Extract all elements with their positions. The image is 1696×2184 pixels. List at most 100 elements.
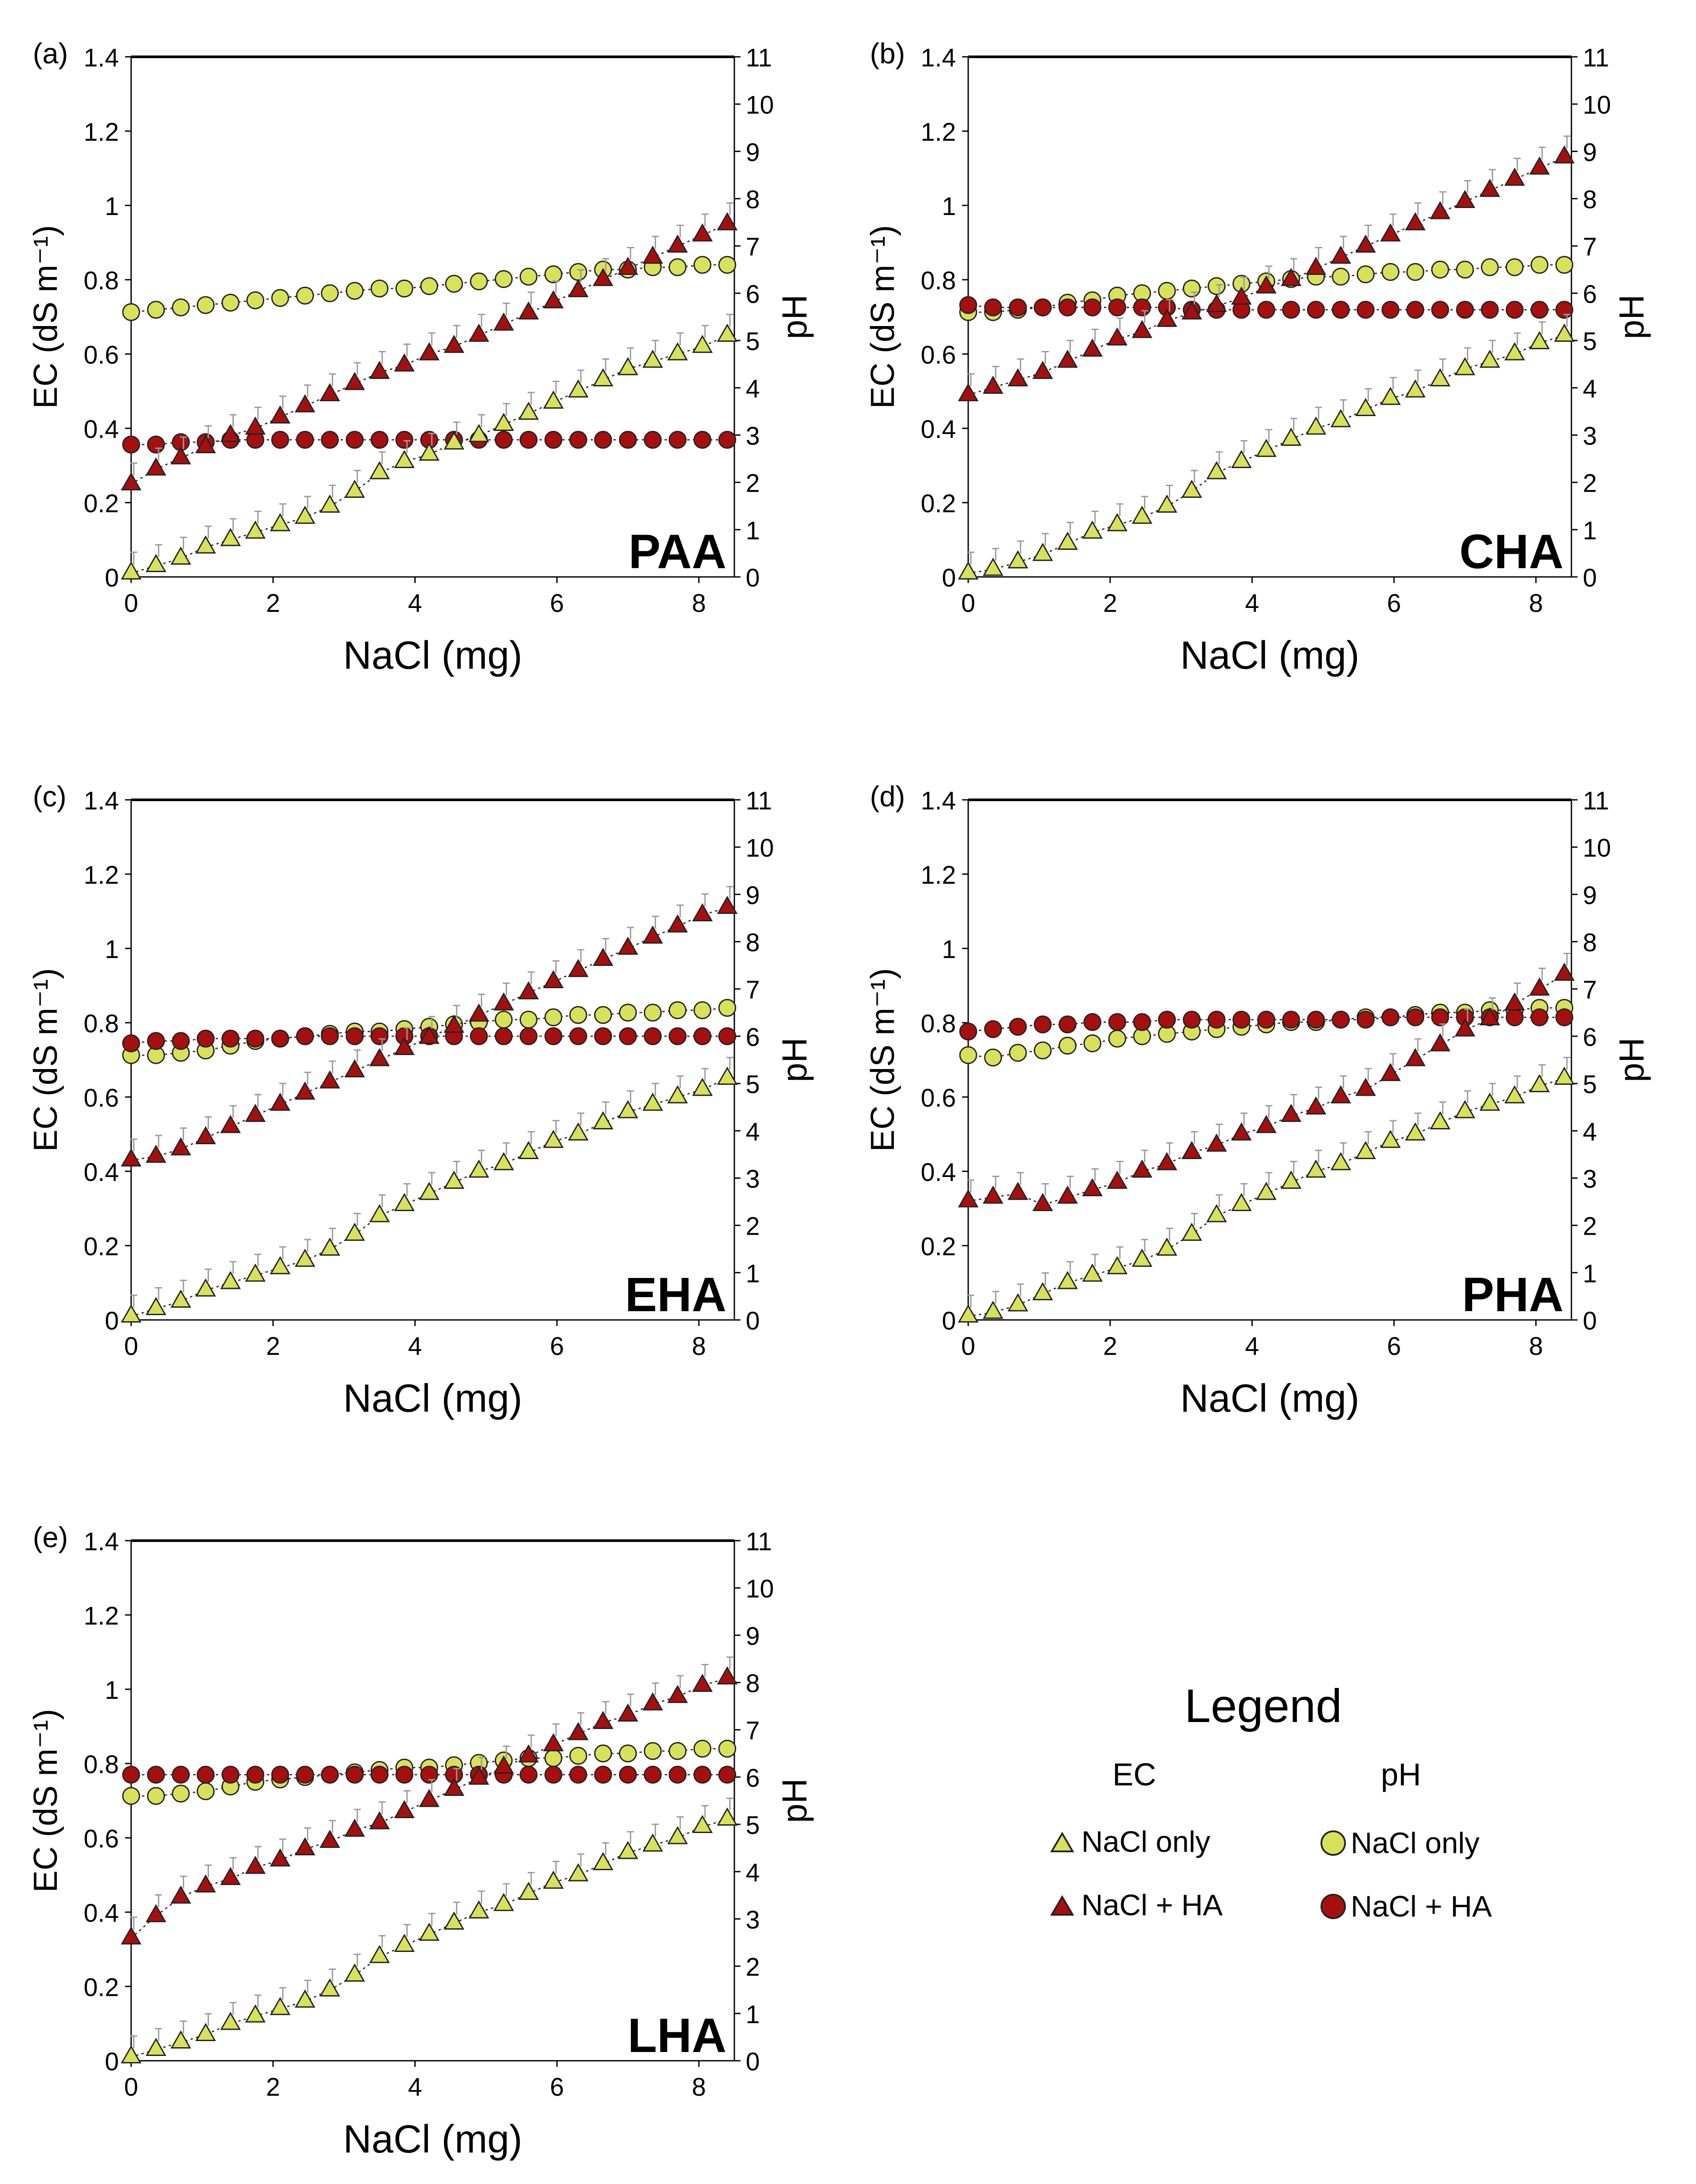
y2-tick-label: 0 <box>1583 1307 1597 1335</box>
y2-tick-label: 7 <box>1583 976 1597 1004</box>
data-point-circle <box>1108 1013 1126 1031</box>
data-point-triangle <box>1256 275 1277 294</box>
data-point-triangle <box>717 1066 738 1085</box>
data-point-triangle <box>121 1148 142 1167</box>
data-point-triangle <box>1008 368 1029 386</box>
data-point-circle <box>594 1766 612 1784</box>
data-point-triangle <box>617 1100 639 1118</box>
y-tick-label: 1.4 <box>83 1528 119 1556</box>
data-point-circle <box>1555 301 1574 319</box>
data-point-triangle <box>419 342 440 361</box>
y2-tick-label: 8 <box>746 1670 760 1698</box>
data-point-triangle <box>1479 1007 1500 1025</box>
data-point-triangle <box>468 424 490 442</box>
data-point-circle <box>544 431 563 449</box>
x-tick-label: 8 <box>692 2073 706 2101</box>
data-point-circle <box>345 1766 364 1784</box>
y2-tick-label: 9 <box>1583 138 1597 167</box>
data-point-circle <box>1555 256 1574 274</box>
data-point-triangle <box>518 301 539 319</box>
data-point-circle <box>1431 1008 1449 1027</box>
legend-ec-ha-marker <box>1050 1895 1074 1916</box>
x-tick-label: 0 <box>961 1332 975 1361</box>
y-tick-label: 1.2 <box>83 861 119 889</box>
y2-axis-label: pH <box>1612 1038 1651 1082</box>
data-point-circle <box>370 279 389 298</box>
data-point-circle <box>1406 1008 1425 1027</box>
data-point-triangle <box>568 1722 589 1740</box>
series-ph-nacl-only <box>122 256 737 321</box>
y2-tick-label: 11 <box>746 44 772 72</box>
data-point-circle <box>321 1766 339 1784</box>
data-point-triangle <box>1430 368 1451 386</box>
y-tick-label: 0.2 <box>83 1973 119 2002</box>
data-point-circle <box>271 1029 289 1048</box>
y-tick-label: 1 <box>942 192 956 221</box>
y2-tick-label: 2 <box>1583 1212 1597 1241</box>
y-axis-label: EC (dS m⁻¹) <box>27 968 64 1152</box>
x-tick-label: 2 <box>1103 1332 1117 1361</box>
data-point-triangle <box>1231 1122 1252 1141</box>
x-tick-label: 0 <box>124 1332 138 1361</box>
data-point-triangle <box>543 1129 564 1148</box>
x-tick-label: 0 <box>124 2073 138 2101</box>
data-point-triangle <box>369 461 390 479</box>
legend-ph-salt-label: NaCl only <box>1351 1826 1480 1860</box>
data-point-triangle <box>593 1852 614 1870</box>
data-point-circle <box>619 1744 637 1763</box>
data-point-circle <box>122 435 140 454</box>
data-point-circle <box>569 263 587 281</box>
data-point-circle <box>1456 301 1474 319</box>
y-tick-label: 1.4 <box>921 787 956 815</box>
data-point-triangle <box>518 1744 539 1763</box>
data-point-circle <box>1481 258 1499 276</box>
data-point-circle <box>1431 301 1449 319</box>
data-point-circle <box>718 1027 737 1045</box>
data-point-triangle <box>1032 1282 1053 1300</box>
data-point-circle <box>147 1766 165 1784</box>
y-tick-label: 1 <box>105 935 119 964</box>
data-point-triangle <box>667 1826 688 1844</box>
y2-tick-label: 4 <box>746 1858 760 1887</box>
panel-title: EHA <box>625 1268 726 1322</box>
data-point-triangle <box>1231 1193 1252 1211</box>
y2-tick-label: 10 <box>746 1575 774 1603</box>
y2-tick-label: 1 <box>1583 1260 1597 1288</box>
data-point-triangle <box>468 323 490 342</box>
data-point-triangle <box>394 1800 415 1818</box>
x-tick-label: 6 <box>1387 589 1401 618</box>
data-point-circle <box>668 1742 687 1760</box>
panel-title: LHA <box>628 2009 726 2062</box>
data-point-triangle <box>692 1674 713 1692</box>
data-point-triangle <box>444 431 465 450</box>
data-point-triangle <box>958 1304 979 1323</box>
data-point-circle <box>1108 298 1126 316</box>
data-point-triangle <box>1157 494 1178 513</box>
data-point-triangle <box>568 1863 589 1882</box>
panel-b: 0 0.2 0.4 0.6 0.8 1 1.2 1.4 0 1 2 3 4 5 6 7 8 9 10 11 0 2 4 6 8 (… <box>864 37 1651 677</box>
data-point-triangle <box>1132 319 1153 338</box>
data-point-circle <box>445 274 463 293</box>
data-point-triangle <box>1479 178 1500 197</box>
data-point-circle <box>147 435 165 454</box>
data-point-triangle <box>344 1963 365 1982</box>
y-tick-label: 0.6 <box>921 1084 956 1112</box>
data-point-triangle <box>1504 1085 1525 1104</box>
x-tick-label: 6 <box>1387 1332 1401 1361</box>
data-point-circle <box>147 1032 165 1050</box>
y2-axis-label: pH <box>775 295 814 339</box>
x-axis-label: NaCl (mg) <box>1180 1377 1359 1420</box>
data-point-triangle <box>1132 1159 1153 1178</box>
data-point-triangle <box>692 334 713 353</box>
data-point-triangle <box>1032 1193 1053 1211</box>
data-point-circle <box>321 1027 339 1045</box>
series-ph-nacl-ha <box>959 296 1574 319</box>
data-point-triangle <box>1008 1293 1029 1312</box>
data-point-circle <box>196 1782 215 1800</box>
data-point-circle <box>147 301 165 319</box>
data-point-triangle <box>344 1222 365 1241</box>
data-point-circle <box>693 431 712 449</box>
data-point-triangle <box>1157 1152 1178 1170</box>
data-point-triangle <box>195 2023 216 2041</box>
data-point-triangle <box>121 1304 142 1323</box>
